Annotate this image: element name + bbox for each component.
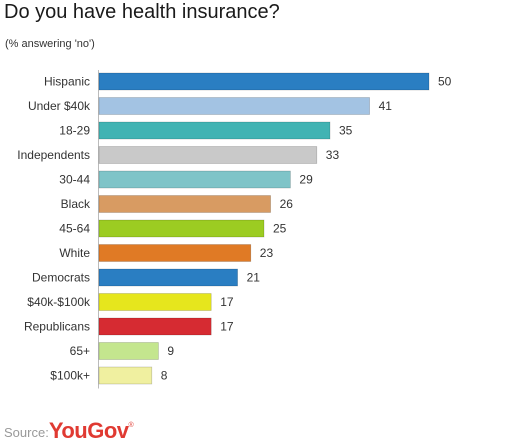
data-label: 17 bbox=[220, 295, 234, 309]
category-label: Hispanic bbox=[44, 75, 90, 89]
category-label: 18-29 bbox=[59, 124, 90, 138]
data-label: 9 bbox=[167, 344, 174, 358]
category-label: $40k-$100k bbox=[27, 295, 91, 309]
data-label: 21 bbox=[247, 271, 261, 285]
source-credit: Source:YouGov® bbox=[4, 418, 134, 443]
bar bbox=[98, 195, 271, 213]
chart-subtitle: (% answering 'no') bbox=[5, 38, 95, 50]
bar bbox=[98, 146, 318, 164]
bar bbox=[98, 219, 265, 238]
data-label: 26 bbox=[280, 197, 294, 211]
category-label: Independents bbox=[17, 148, 90, 162]
bar bbox=[98, 244, 252, 262]
category-label: 45-64 bbox=[59, 222, 90, 236]
data-label: 41 bbox=[379, 99, 393, 113]
category-label: Republicans bbox=[24, 320, 90, 334]
bar bbox=[98, 293, 212, 311]
data-label: 50 bbox=[438, 75, 452, 89]
bar bbox=[98, 72, 430, 91]
category-label: Democrats bbox=[32, 271, 90, 285]
data-label: 25 bbox=[273, 222, 287, 236]
bar bbox=[98, 170, 291, 189]
bar bbox=[98, 317, 212, 336]
source-label: Source: bbox=[4, 425, 49, 440]
data-label: 17 bbox=[220, 320, 234, 334]
chart-title: Do you have health insurance? bbox=[4, 1, 280, 23]
category-label: Black bbox=[61, 197, 91, 211]
category-label: 30-44 bbox=[59, 173, 90, 187]
data-label: 29 bbox=[299, 173, 313, 187]
yougov-logo: YouGov bbox=[48, 418, 129, 443]
bar bbox=[98, 121, 331, 140]
data-label: 35 bbox=[339, 124, 353, 138]
category-label: $100k+ bbox=[50, 369, 90, 383]
bar bbox=[98, 268, 238, 287]
category-label: White bbox=[59, 246, 90, 260]
bar bbox=[98, 342, 159, 360]
data-label: 33 bbox=[326, 148, 340, 162]
category-label: 65+ bbox=[70, 344, 90, 358]
bar bbox=[98, 366, 153, 385]
category-label: Under $40k bbox=[28, 99, 91, 113]
registered-mark: ® bbox=[128, 422, 134, 429]
data-label: 23 bbox=[260, 246, 274, 260]
data-label: 8 bbox=[161, 369, 168, 383]
bar bbox=[98, 97, 370, 115]
